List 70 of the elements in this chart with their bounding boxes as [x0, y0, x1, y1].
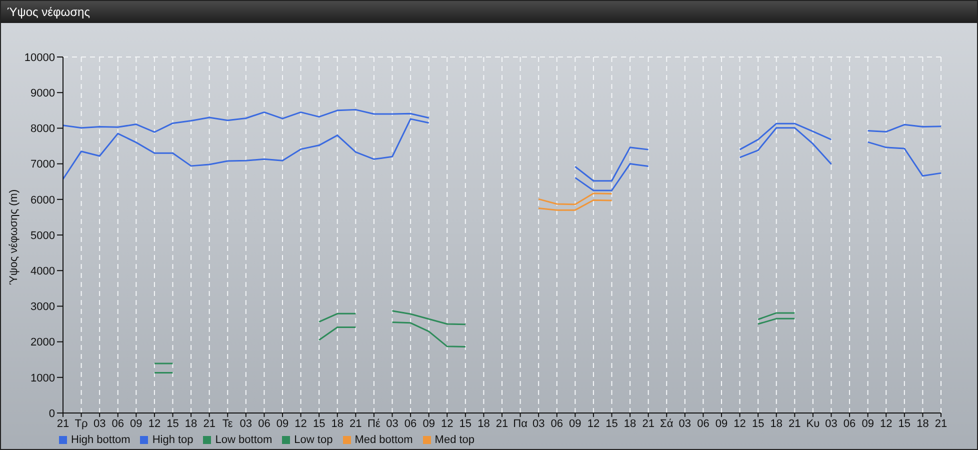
- x-tick-label: 21: [496, 418, 508, 430]
- line-series: [538, 192, 612, 206]
- x-tick-label: 21: [788, 418, 801, 430]
- x-tick-label: 09: [569, 418, 582, 430]
- x-tick-label: 03: [386, 418, 398, 430]
- x-tick-label: Τρ: [74, 418, 88, 430]
- x-tick-label: 12: [441, 418, 454, 430]
- x-tick-label: 06: [258, 418, 270, 430]
- x-tick-label: 06: [843, 418, 856, 430]
- x-tick-label: Τε: [222, 418, 233, 430]
- y-tick-label: 3000: [30, 301, 55, 314]
- x-tick-label: 06: [697, 418, 710, 430]
- x-tick-label: 12: [880, 418, 892, 430]
- x-tick-label: 03: [240, 418, 252, 430]
- y-tick-label: 10000: [24, 52, 55, 64]
- x-tick-label: 21: [56, 418, 70, 430]
- legend-label: High bottom: [71, 434, 130, 446]
- x-tick-label: Κυ: [806, 418, 820, 430]
- x-tick-label: 12: [587, 418, 600, 430]
- x-tick-label: 06: [550, 418, 563, 430]
- x-tick-label: 18: [184, 418, 198, 430]
- line-series: [538, 199, 612, 211]
- x-tick-label: 03: [678, 418, 692, 430]
- x-tick-label: 15: [606, 418, 618, 430]
- x-tick-label: 21: [203, 418, 216, 430]
- x-tick-label: 09: [422, 418, 435, 430]
- x-tick-label: 15: [166, 418, 179, 430]
- x-tick-label: 21: [350, 418, 362, 430]
- x-tick-label: 09: [130, 418, 142, 430]
- legend-label: High top: [152, 434, 194, 446]
- x-tick-label: 12: [294, 418, 307, 430]
- y-tick-label: 2000: [30, 336, 55, 349]
- x-tick-label: 18: [916, 418, 929, 430]
- x-tick-label: 18: [624, 418, 636, 430]
- x-tick-label: 03: [825, 418, 838, 430]
- x-tick-label: 03: [93, 418, 106, 430]
- x-tick-label: 06: [404, 418, 417, 430]
- x-tick-label: 03: [532, 418, 545, 430]
- x-tick-label: Πέ: [368, 418, 380, 430]
- y-tick-label: 6000: [30, 194, 55, 206]
- y-tick-label: 9000: [30, 88, 55, 100]
- y-tick-label: 4000: [30, 266, 55, 278]
- x-tick-label: 09: [276, 418, 289, 430]
- y-tick-label: 0: [48, 408, 55, 420]
- y-tick-label: 5000: [30, 230, 55, 242]
- x-tick-label: 18: [478, 418, 490, 430]
- y-axis-title: Ύψος νέφωσης (m): [8, 189, 20, 285]
- x-tick-label: 15: [752, 418, 764, 430]
- x-tick-label: 18: [770, 418, 782, 430]
- x-tick-label: 12: [734, 418, 746, 430]
- y-tick-label: 7000: [30, 158, 55, 171]
- x-tick-label: 09: [715, 418, 728, 430]
- legend-label: Low bottom: [215, 434, 272, 446]
- y-tick-label: 8000: [30, 123, 55, 136]
- x-tick-label: 06: [112, 418, 124, 430]
- x-tick-label: 21: [642, 418, 654, 430]
- x-tick-label: 12: [148, 418, 161, 430]
- x-tick-label: 15: [898, 418, 911, 430]
- x-tick-label: 21: [934, 418, 948, 430]
- legend-label: Low top: [294, 434, 333, 446]
- legend-label: Med top: [434, 434, 475, 446]
- x-tick-label: 15: [459, 418, 472, 430]
- legend-label: Med bottom: [354, 434, 413, 446]
- x-tick-label: Σά: [660, 418, 674, 430]
- y-tick-label: 1000: [30, 372, 55, 384]
- x-tick-label: 15: [312, 418, 326, 430]
- x-tick-label: 18: [331, 418, 344, 430]
- x-tick-label: 09: [862, 418, 874, 430]
- chart-title: Ύψος νέφωσης: [1, 1, 977, 23]
- x-tick-label: Πα: [513, 418, 528, 430]
